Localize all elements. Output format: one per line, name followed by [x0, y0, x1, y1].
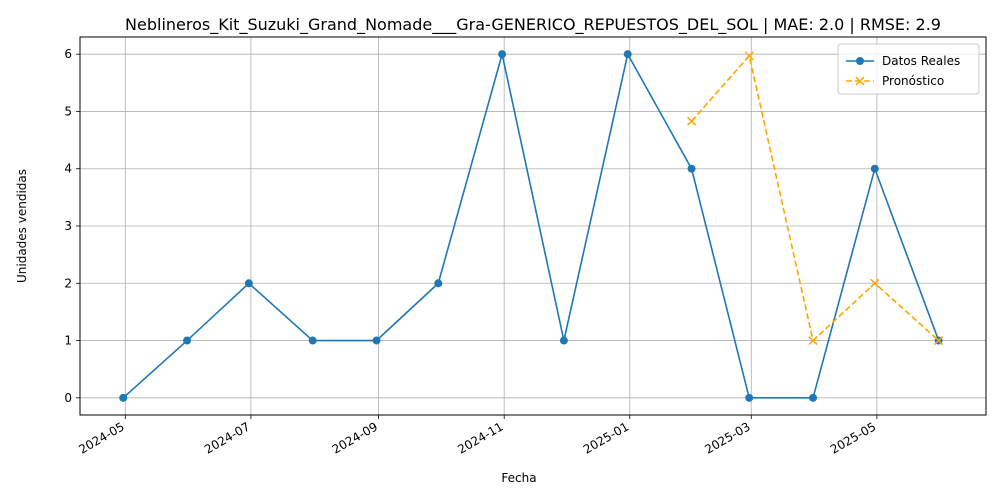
actual-point [372, 336, 381, 345]
actual-point [308, 336, 317, 345]
y-tick-label: 5 [64, 104, 72, 118]
y-axis: 0 1 2 3 4 5 6 [64, 47, 80, 405]
y-tick-label: 0 [64, 391, 72, 405]
x-tick-label: 2025-03 [702, 419, 752, 456]
x-axis: 2024-05 2024-07 2024-09 2024-11 2025-01 2025-… [76, 415, 878, 457]
y-tick-label: 3 [64, 219, 72, 233]
actual-point [244, 279, 253, 288]
y-tick-label: 4 [64, 162, 72, 176]
legend: Datos Reales Pronóstico [837, 43, 980, 95]
grid [80, 37, 986, 415]
y-tick-label: 6 [64, 47, 72, 61]
x-axis-label: Fecha [501, 471, 536, 485]
actual-point [559, 336, 568, 345]
actual-point [870, 164, 879, 173]
actual-point [687, 164, 696, 173]
x-tick-label: 2024-07 [202, 419, 252, 456]
legend-label-forecast: Pronóstico [882, 74, 944, 88]
actual-point [434, 279, 443, 288]
x-tick-label: 2024-05 [76, 419, 126, 456]
forecast-point [687, 116, 697, 126]
y-tick-label: 2 [64, 276, 72, 290]
chart-title: Neblineros_Kit_Suzuki_Grand_Nomade___Gra… [125, 15, 941, 35]
x-tick-label: 2025-01 [581, 419, 631, 456]
series-forecast [687, 51, 944, 346]
forecast-point [808, 336, 818, 346]
x-tick-label: 2025-05 [828, 419, 878, 456]
legend-label-actual: Datos Reales [882, 54, 960, 68]
actual-line [122, 51, 940, 399]
x-tick-label: 2024-09 [330, 419, 380, 456]
series-actual [119, 50, 943, 402]
series-layer [119, 50, 944, 402]
actual-point [623, 50, 632, 59]
y-axis-label: Unidades vendidas [15, 169, 29, 283]
actual-point [183, 336, 192, 345]
actual-point [498, 50, 507, 59]
forecast-point [744, 51, 754, 61]
x-tick-label: 2024-11 [455, 419, 505, 456]
legend-marker-forecast [855, 76, 865, 86]
legend-marker-actual [856, 57, 864, 65]
forecast-point [934, 336, 944, 346]
actual-point [119, 393, 128, 402]
actual-point [809, 393, 818, 402]
actual-point [745, 393, 754, 402]
forecast-line [690, 54, 940, 343]
forecast-point [870, 278, 880, 288]
y-tick-label: 1 [64, 334, 72, 348]
